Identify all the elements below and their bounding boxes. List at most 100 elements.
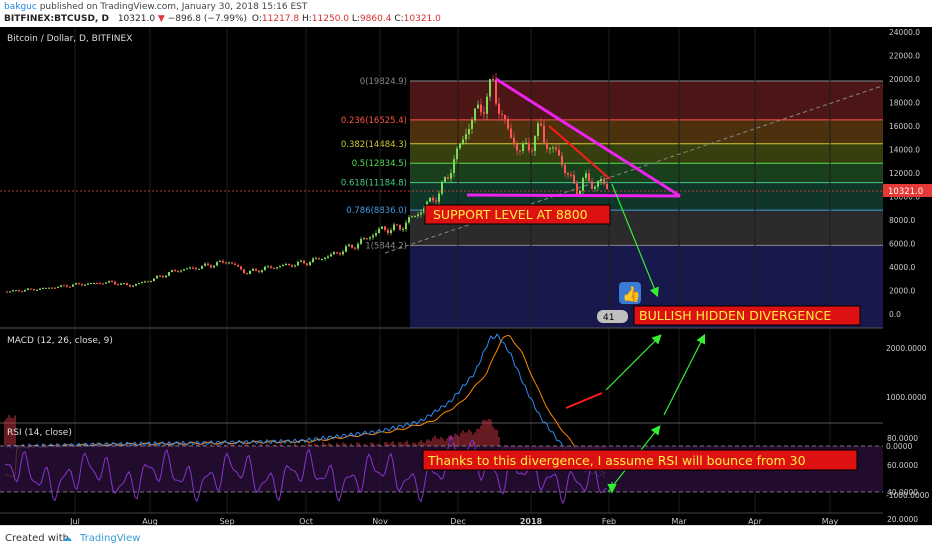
candle-body	[306, 263, 308, 266]
candle-body	[21, 291, 23, 293]
macd-tick-label: 0.0000	[886, 442, 912, 451]
candle-body	[204, 263, 206, 266]
fib-level-label: 1(5844.2)	[365, 241, 407, 251]
candle-body	[141, 282, 143, 284]
time-label: 2018	[520, 517, 543, 525]
candle-body	[390, 230, 392, 234]
candle-body	[99, 283, 101, 285]
candle-body	[129, 284, 131, 287]
candle-body	[81, 284, 83, 286]
candle-body	[519, 150, 521, 152]
candle-body	[597, 181, 599, 187]
support-banner-text: SUPPORT LEVEL AT 8800	[433, 207, 588, 222]
candle-body	[36, 289, 38, 291]
time-label: Dec	[450, 517, 465, 525]
candle-body	[585, 173, 587, 178]
candle-body	[225, 262, 227, 264]
candle-body	[258, 270, 260, 273]
candle-body	[162, 275, 164, 278]
macd-bounce-arrow-1	[605, 334, 662, 391]
candle-body	[273, 267, 275, 269]
candle-body	[159, 275, 161, 277]
candle-body	[279, 266, 281, 268]
candle-body	[540, 123, 542, 126]
time-label: Oct	[299, 517, 313, 525]
fib-level-label: 0.236(16525.4)	[341, 116, 407, 126]
candle-body	[48, 287, 50, 289]
candle-body	[447, 177, 449, 179]
candle-body	[573, 174, 575, 184]
candle-body	[63, 285, 65, 287]
candle-body	[243, 269, 245, 274]
candle-body	[135, 284, 137, 286]
price-tick-label: 24000.0	[889, 28, 920, 37]
divergence-banner	[633, 305, 861, 326]
candle-body	[309, 262, 311, 266]
candle-body	[369, 237, 371, 239]
rsi-tick-label: 40.0000	[887, 488, 918, 497]
open-label: O:	[251, 14, 262, 24]
candle-body	[564, 164, 566, 174]
candle-body	[549, 148, 551, 150]
candle-body	[327, 256, 329, 258]
price-tick-label: 6000.0	[889, 240, 915, 249]
candle-body	[606, 183, 608, 190]
candle-body	[96, 283, 98, 285]
candle-body	[441, 181, 443, 194]
candle-body	[189, 267, 191, 269]
candle-body	[423, 208, 425, 213]
candle-body	[432, 197, 434, 201]
time-label: Apr	[748, 517, 763, 525]
price-change: −896.8 (−7.99%)	[167, 14, 248, 24]
time-label: Sep	[219, 517, 234, 525]
candle-body	[396, 224, 398, 226]
candle-body	[210, 265, 212, 268]
candle-body	[603, 178, 605, 184]
price-tick-label: 12000.0	[889, 169, 920, 178]
candle-body	[582, 177, 584, 191]
author-link[interactable]: bakguc	[4, 2, 37, 12]
tradingview-logo-icon[interactable]: ☁	[62, 533, 72, 544]
candle-body	[57, 286, 59, 288]
symbol-label: BITFINEX:BTCUSD, D	[4, 14, 109, 24]
candle-body	[228, 262, 230, 264]
candle-body	[525, 142, 527, 144]
chart-header: bakguc published on TradingView.com, Jan…	[0, 0, 932, 27]
candle-body	[255, 269, 257, 271]
low-label: L:	[351, 14, 360, 24]
candle-body	[513, 137, 515, 145]
price-scale[interactable]	[883, 27, 932, 513]
candle-body	[45, 287, 47, 289]
fib-band	[410, 163, 883, 183]
candle-body	[537, 123, 539, 137]
candle-body	[66, 285, 68, 287]
candle-body	[429, 197, 431, 202]
candle-body	[150, 281, 152, 283]
rsi-line	[4, 434, 608, 505]
candle-body	[318, 258, 320, 260]
breakdown-arrow	[611, 183, 659, 298]
last-price-tag	[883, 184, 932, 197]
candle-body	[372, 235, 374, 238]
candle-body	[33, 289, 35, 291]
candle-body	[501, 113, 503, 115]
candle-body	[489, 79, 491, 97]
price-tick-label: 22000.0	[889, 52, 920, 61]
candle-body	[453, 159, 455, 174]
candle-body	[6, 291, 8, 293]
candle-body	[360, 239, 362, 244]
rsi-tick-label: 20.0000	[887, 515, 918, 524]
tradingview-brand[interactable]: TradingView	[80, 533, 141, 544]
rsi-tick-label: 80.0000	[887, 434, 918, 443]
candle-body	[69, 286, 71, 288]
candle-body	[60, 285, 62, 287]
candle-body	[126, 283, 128, 285]
fib-band	[410, 119, 883, 144]
candle-body	[561, 155, 563, 165]
candle-body	[456, 148, 458, 160]
support-line	[466, 193, 681, 198]
candle-body	[267, 266, 269, 268]
candle-body	[558, 149, 560, 156]
candle-body	[504, 114, 506, 119]
price-tick-label: 18000.0	[889, 99, 920, 108]
